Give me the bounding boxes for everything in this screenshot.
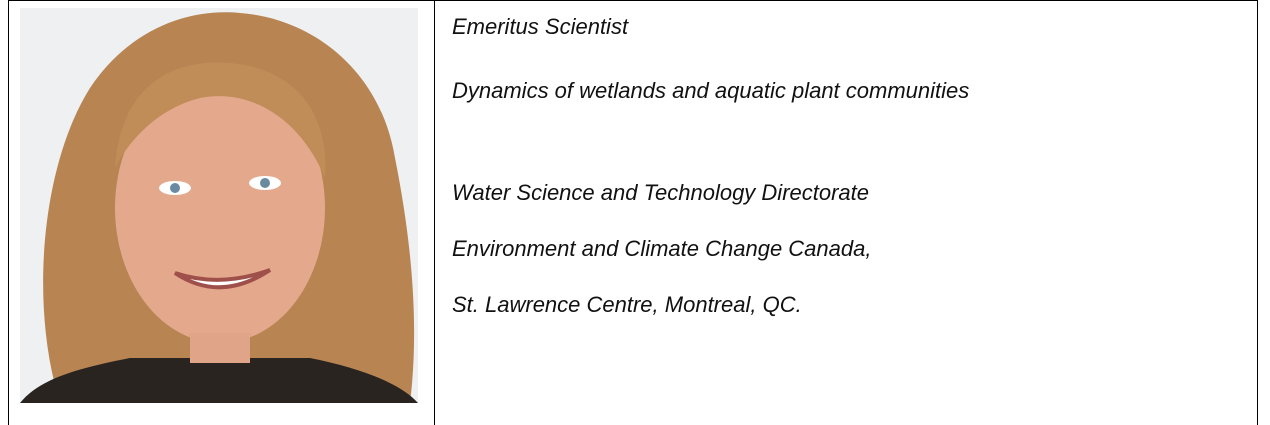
page: {"profile": {"lines": ["Emeritus Scienti… xyxy=(0,0,1270,425)
directorate: Water Science and Technology Directorate xyxy=(452,180,869,206)
portrait-photo xyxy=(20,8,418,403)
department: Environment and Climate Change Canada, xyxy=(452,236,871,262)
job-title: Emeritus Scientist xyxy=(452,14,628,40)
research-area: Dynamics of wetlands and aquatic plant c… xyxy=(452,78,969,104)
location: St. Lawrence Centre, Montreal, QC. xyxy=(452,292,802,318)
